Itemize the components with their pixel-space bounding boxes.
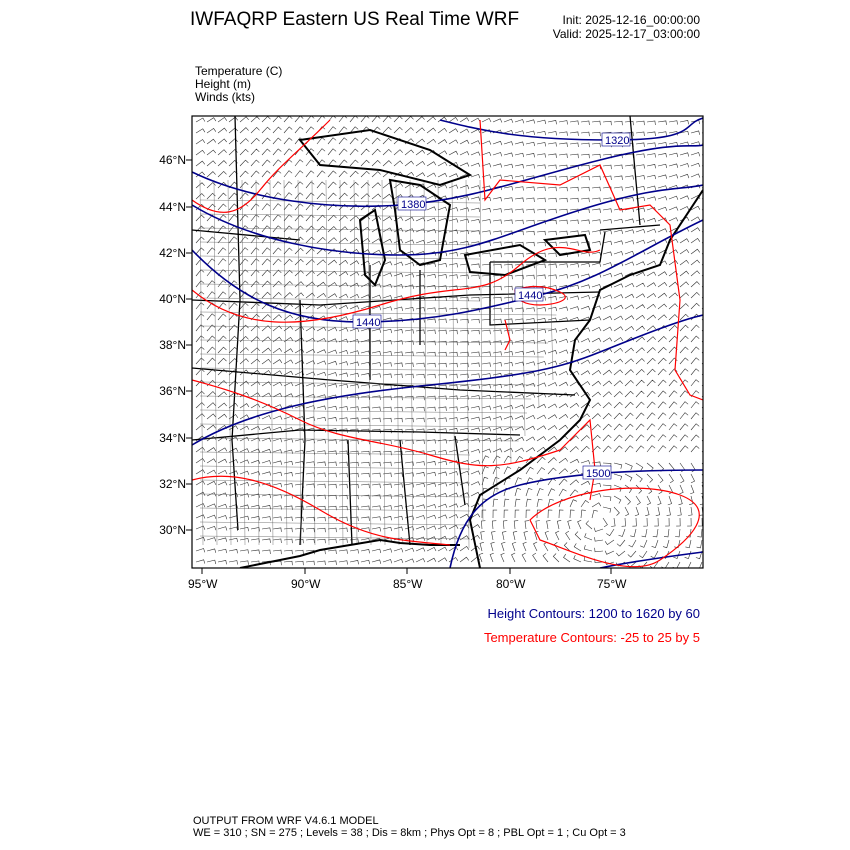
longitude-label: 75°W bbox=[597, 577, 627, 591]
height-label: 1320 bbox=[605, 135, 629, 147]
valid-time: Valid: 2025-12-17_03:00:00 bbox=[552, 27, 700, 41]
latitude-label: 44°N bbox=[159, 200, 186, 214]
map-frame bbox=[191, 115, 704, 569]
latitude-label: 46°N bbox=[159, 153, 186, 167]
height-label: 1440 bbox=[518, 290, 542, 302]
latitude-label: 42°N bbox=[159, 246, 186, 260]
height-legend: Height Contours: 1200 to 1620 by 60 bbox=[487, 606, 700, 621]
latitude-label: 30°N bbox=[159, 523, 186, 537]
latitude-label: 36°N bbox=[159, 384, 186, 398]
longitude-label: 95°W bbox=[188, 577, 218, 591]
temperature-legend: Temperature Contours: -25 to 25 by 5 bbox=[483, 630, 700, 645]
field-height: Height (m) bbox=[195, 77, 252, 91]
latitude-label: 38°N bbox=[159, 338, 186, 352]
height-label: 1380 bbox=[401, 199, 425, 211]
init-time: Init: 2025-12-16_00:00:00 bbox=[562, 13, 700, 27]
latitude-label: 40°N bbox=[159, 292, 186, 306]
latitude-label: 34°N bbox=[159, 431, 186, 445]
field-temperature: Temperature (C) bbox=[195, 64, 283, 78]
height-contours bbox=[192, 117, 703, 568]
longitude-label: 85°W bbox=[393, 577, 423, 591]
latitude-label: 32°N bbox=[159, 477, 186, 491]
longitude-label: 80°W bbox=[496, 577, 526, 591]
model-config: WE = 310 ; SN = 275 ; Levels = 38 ; Dis … bbox=[193, 827, 626, 839]
temperature-contours bbox=[192, 119, 703, 568]
model-info: OUTPUT FROM WRF V4.6.1 MODEL bbox=[193, 815, 379, 827]
plot-title: IWFAQRP Eastern US Real Time WRF bbox=[190, 9, 520, 30]
height-label: 1440 bbox=[356, 317, 380, 329]
longitude-label: 90°W bbox=[291, 577, 321, 591]
field-winds: Winds (kts) bbox=[195, 90, 255, 104]
height-label: 1500 bbox=[586, 468, 610, 480]
coastline bbox=[239, 128, 703, 568]
